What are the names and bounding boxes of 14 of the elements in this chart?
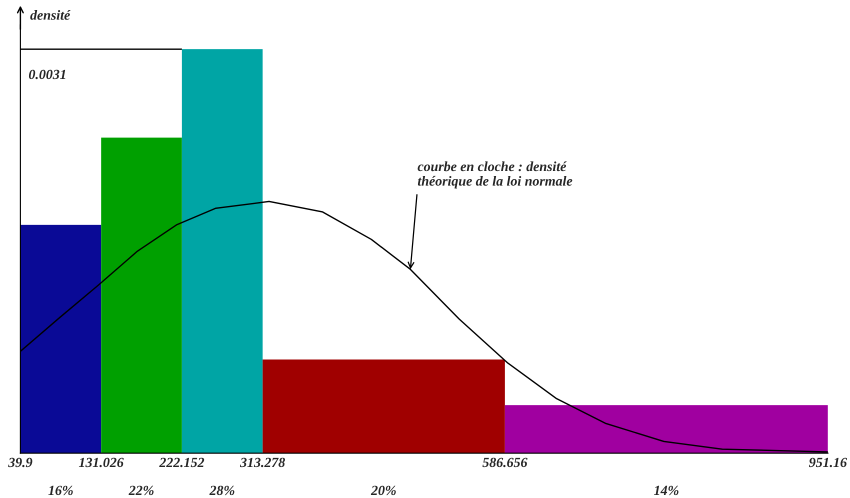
text: 20% (370, 486, 396, 496)
x-tick-label: 951.16 (809, 458, 847, 468)
text: 16% (48, 486, 73, 496)
x-tick-label: 131.026 (78, 458, 124, 468)
text: 22% (128, 486, 154, 496)
x-tick-label: 586.656 (482, 458, 528, 468)
text: 28% (209, 486, 234, 496)
annotation: 0.0031 (28, 70, 66, 80)
text: 14% (654, 486, 678, 496)
x-tick-label: 222.152 (159, 458, 204, 468)
x-tick-label: 313.278 (240, 458, 286, 468)
y-axis-title: densité (30, 10, 71, 20)
annotation: courbe en cloche : densité théorique de la loi normale (418, 161, 572, 189)
x-tick-label: 39.9 (8, 458, 32, 468)
